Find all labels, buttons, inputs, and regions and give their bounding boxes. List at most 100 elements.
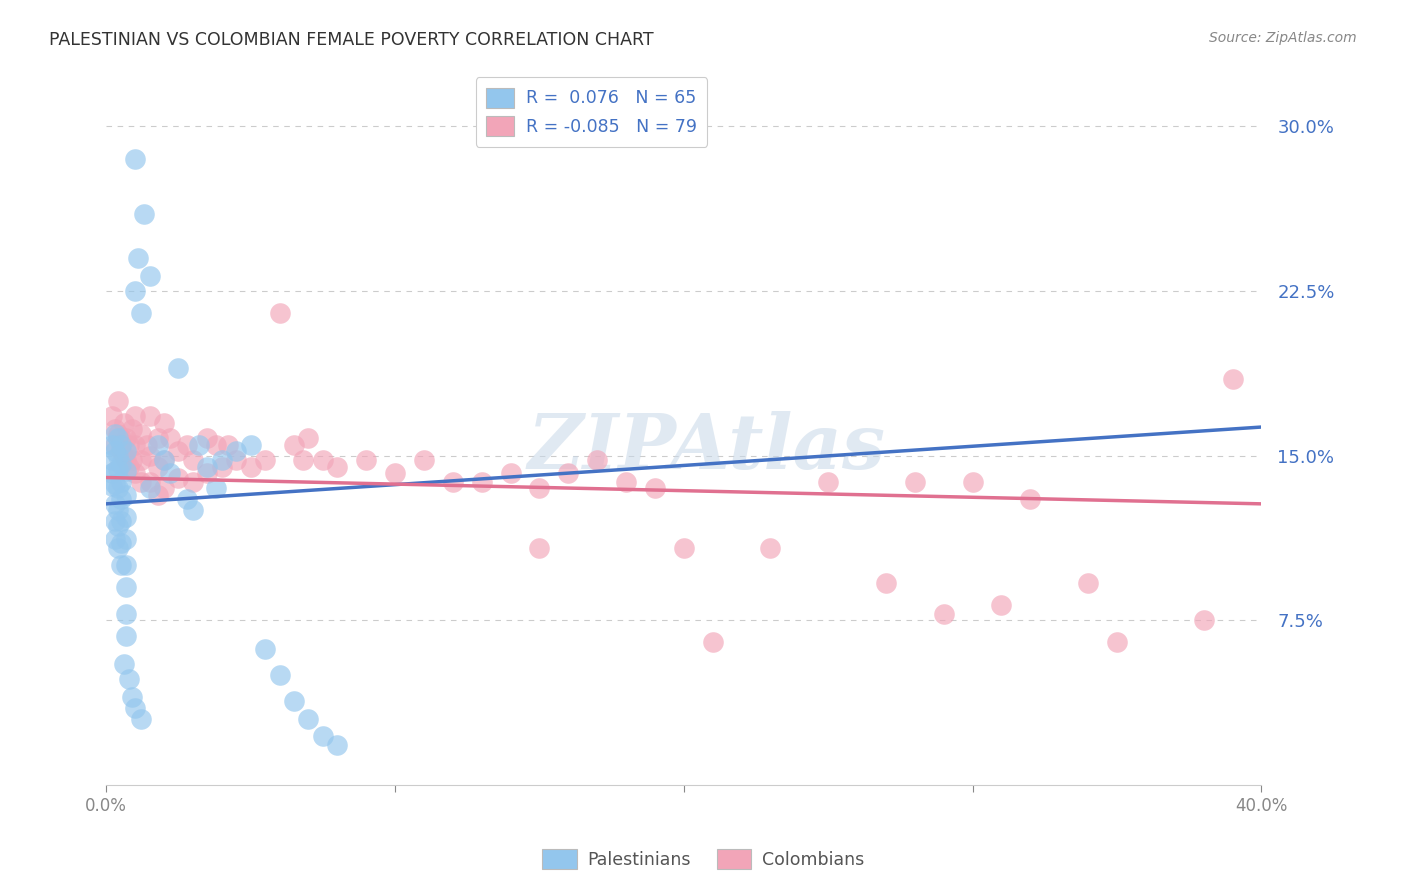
Point: [101, 479, 124, 493]
Point: [124, 409, 146, 423]
Point: [107, 393, 129, 408]
Point: [104, 532, 127, 546]
Point: [176, 492, 198, 507]
Point: [101, 409, 124, 423]
Point: [1222, 372, 1244, 386]
Point: [932, 607, 955, 621]
Point: [326, 738, 349, 752]
Point: [195, 459, 218, 474]
Point: [181, 453, 204, 467]
Point: [283, 437, 305, 451]
Point: [112, 449, 135, 463]
Point: [759, 541, 782, 555]
Point: [101, 453, 124, 467]
Point: [326, 459, 349, 474]
Point: [115, 607, 138, 621]
Point: [153, 482, 176, 496]
Point: [354, 453, 377, 467]
Point: [115, 532, 138, 546]
Point: [297, 712, 319, 726]
Point: [148, 488, 170, 502]
Text: ZIPAtlas: ZIPAtlas: [527, 410, 886, 484]
Point: [129, 426, 152, 441]
Point: [115, 453, 138, 467]
Point: [121, 422, 143, 436]
Point: [135, 437, 157, 451]
Point: [115, 558, 138, 573]
Point: [118, 437, 141, 451]
Point: [104, 464, 127, 478]
Point: [101, 466, 124, 480]
Point: [129, 306, 152, 320]
Point: [104, 426, 127, 441]
Point: [586, 453, 609, 467]
Point: [904, 475, 927, 489]
Point: [1105, 635, 1128, 649]
Point: [110, 431, 132, 445]
Point: [205, 482, 228, 496]
Point: [115, 488, 138, 502]
Point: [239, 459, 262, 474]
Point: [195, 431, 218, 445]
Legend: R =  0.076   N = 65, R = -0.085   N = 79: R = 0.076 N = 65, R = -0.085 N = 79: [475, 77, 707, 147]
Point: [499, 466, 522, 480]
Point: [702, 635, 724, 649]
Point: [129, 712, 152, 726]
Point: [471, 475, 494, 489]
Point: [269, 668, 291, 682]
Point: [205, 437, 228, 451]
Point: [138, 409, 160, 423]
Point: [138, 268, 160, 283]
Point: [148, 437, 170, 451]
Point: [115, 444, 138, 458]
Point: [384, 466, 406, 480]
Point: [187, 437, 209, 451]
Point: [529, 541, 551, 555]
Point: [118, 673, 141, 687]
Point: [110, 515, 132, 529]
Point: [1077, 575, 1099, 590]
Point: [217, 437, 239, 451]
Point: [672, 541, 695, 555]
Point: [104, 422, 127, 436]
Point: [239, 437, 262, 451]
Point: [614, 475, 637, 489]
Point: [181, 503, 204, 517]
Point: [115, 628, 138, 642]
Point: [107, 503, 129, 517]
Point: [312, 453, 335, 467]
Point: [167, 360, 190, 375]
Point: [132, 207, 155, 221]
Point: [291, 453, 314, 467]
Point: [557, 466, 579, 480]
Point: [211, 459, 233, 474]
Point: [124, 284, 146, 298]
Point: [129, 475, 152, 489]
Point: [124, 701, 146, 715]
Point: [107, 449, 129, 463]
Point: [312, 730, 335, 744]
Point: [115, 580, 138, 594]
Legend: Palestinians, Colombians: Palestinians, Colombians: [536, 842, 870, 876]
Point: [254, 453, 277, 467]
Point: [269, 306, 291, 320]
Point: [121, 690, 143, 704]
Point: [115, 431, 138, 445]
Point: [107, 461, 129, 475]
Point: [875, 575, 897, 590]
Point: [124, 466, 146, 480]
Point: [129, 453, 152, 467]
Point: [104, 477, 127, 491]
Point: [107, 541, 129, 555]
Point: [283, 694, 305, 708]
Text: PALESTINIAN VS COLOMBIAN FEMALE POVERTY CORRELATION CHART: PALESTINIAN VS COLOMBIAN FEMALE POVERTY …: [49, 31, 654, 49]
Point: [127, 251, 149, 265]
Point: [112, 416, 135, 430]
Point: [110, 492, 132, 507]
Point: [112, 657, 135, 671]
Point: [225, 444, 247, 458]
Point: [115, 510, 138, 524]
Point: [529, 482, 551, 496]
Point: [817, 475, 839, 489]
Point: [167, 444, 190, 458]
